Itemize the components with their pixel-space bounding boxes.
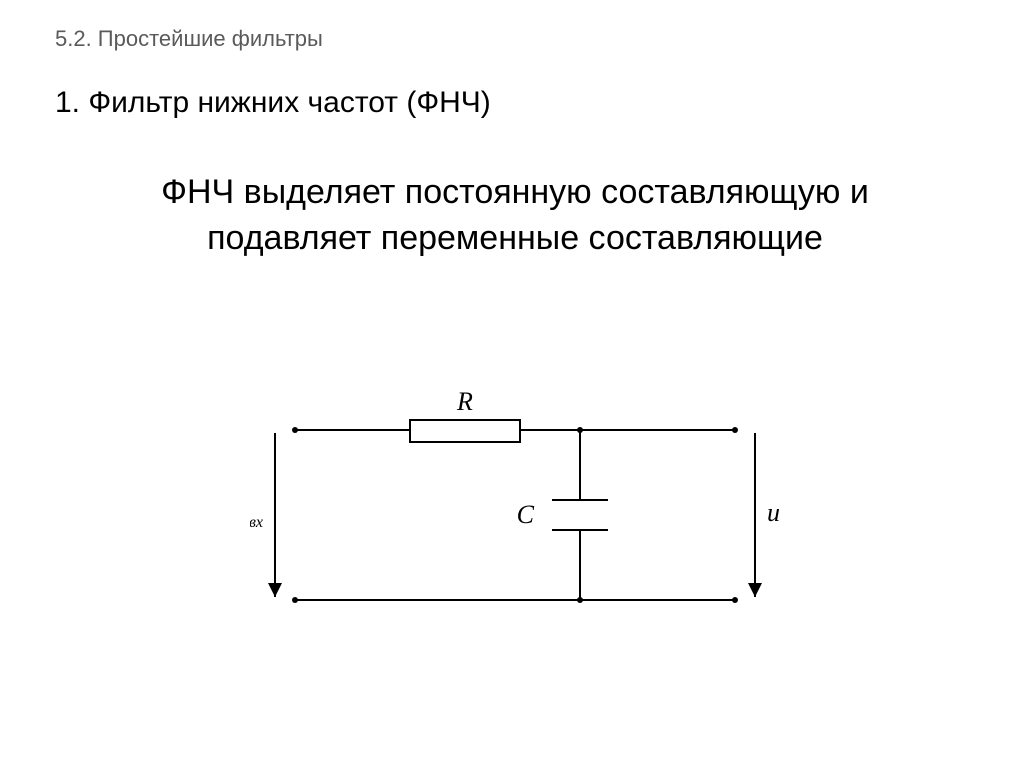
section-label: 5.2. Простейшие фильтры	[55, 26, 323, 52]
page: 5.2. Простейшие фильтры 1. Фильтр нижних…	[0, 0, 1024, 767]
circuit-svg: R Cuвх uвых	[250, 375, 780, 645]
circuit-diagram: R Cuвх uвых	[250, 375, 780, 645]
capacitor-label: C	[517, 500, 535, 529]
input-label: uвх	[250, 498, 263, 531]
page-heading: 1. Фильтр нижних частот (ФНЧ)	[55, 86, 491, 120]
body-text: ФНЧ выделяет постоянную составляющую и п…	[115, 170, 915, 262]
resistor-label: R	[456, 387, 473, 416]
output-label: uвых	[767, 498, 780, 531]
resistor	[410, 420, 520, 442]
